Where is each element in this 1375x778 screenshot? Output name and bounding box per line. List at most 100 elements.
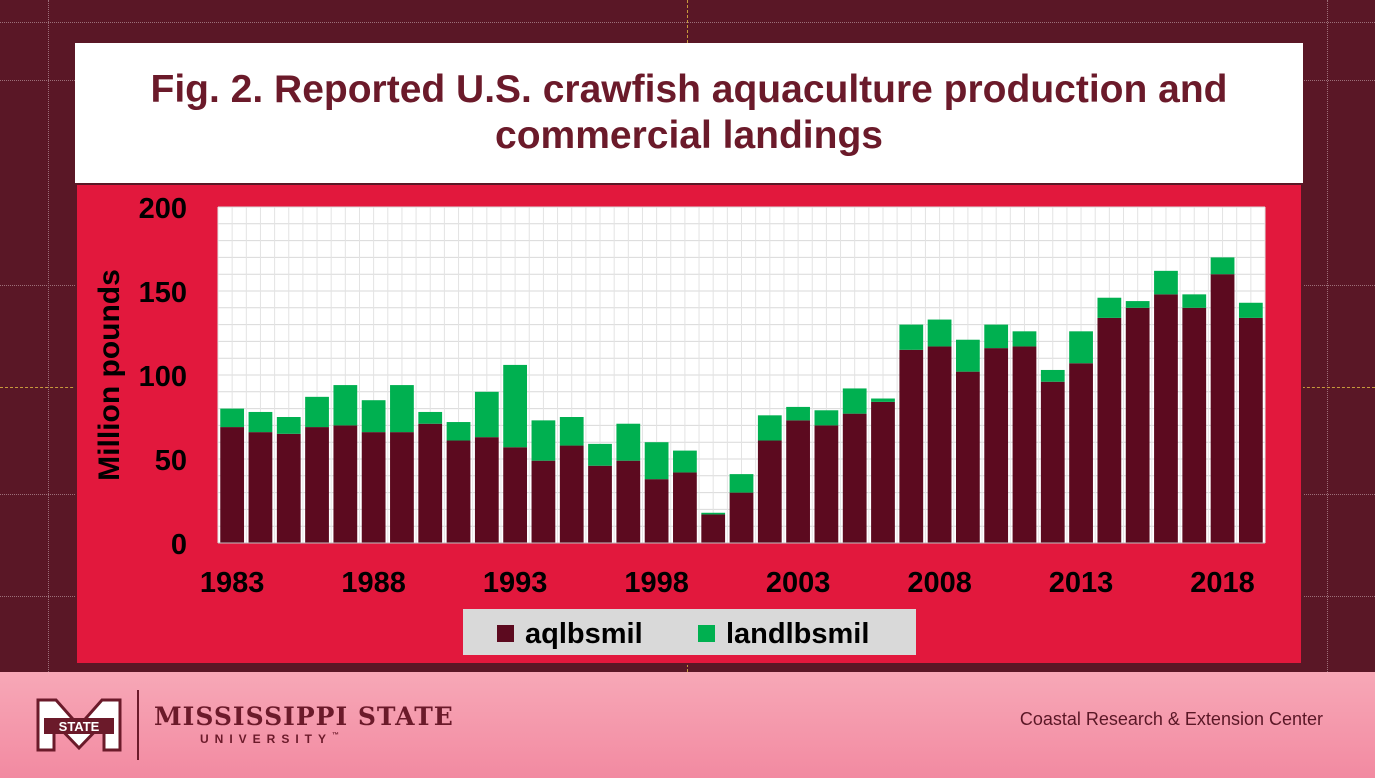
x-tick-label: 1993 bbox=[483, 567, 548, 599]
legend-label: aqlbsmil bbox=[525, 618, 643, 650]
bar-aqlbsmil bbox=[333, 425, 358, 543]
bar-landlbsmil bbox=[361, 400, 386, 433]
chart-panel: 0 50 100 150 200 1983 1988 1993 1998 2003 2008 2013… bbox=[75, 183, 1303, 665]
bar-aqlbsmil bbox=[446, 440, 471, 543]
bar-aqlbsmil bbox=[418, 423, 443, 543]
bar-aqlbsmil bbox=[1125, 307, 1150, 543]
chart-title: Fig. 2. Reported U.S. crawfish aquacultu… bbox=[150, 68, 1228, 157]
logo-text: STATE bbox=[59, 719, 100, 734]
bar-aqlbsmil bbox=[984, 348, 1009, 543]
title-box: Fig. 2. Reported U.S. crawfish aquacultu… bbox=[75, 43, 1303, 183]
bar-aqlbsmil bbox=[1210, 274, 1235, 543]
footer: STATE MISSISSIPPI STATE UNIVERSITY™ Coas… bbox=[0, 672, 1375, 778]
bar-aqlbsmil bbox=[1012, 346, 1037, 543]
bar-landlbsmil bbox=[814, 410, 839, 426]
bar-aqlbsmil bbox=[955, 371, 980, 543]
bar-landlbsmil bbox=[1154, 270, 1178, 295]
bar-aqlbsmil bbox=[701, 514, 726, 543]
bar-landlbsmil bbox=[786, 406, 810, 421]
bar-aqlbsmil bbox=[220, 427, 245, 543]
bar-landlbsmil bbox=[474, 391, 499, 438]
bar-landlbsmil bbox=[1012, 331, 1037, 347]
msu-logo: STATE bbox=[34, 696, 124, 754]
bar-landlbsmil bbox=[390, 385, 414, 433]
bar-aqlbsmil bbox=[1069, 363, 1093, 543]
university-name: MISSISSIPPI STATE bbox=[154, 702, 454, 731]
bar-aqlbsmil bbox=[1154, 294, 1178, 543]
bar-landlbsmil bbox=[1097, 297, 1122, 318]
x-tick-label: 2018 bbox=[1190, 567, 1255, 599]
bar-landlbsmil bbox=[955, 339, 980, 372]
x-tick-label: 1983 bbox=[200, 567, 265, 599]
bar-landlbsmil bbox=[701, 512, 726, 515]
bar-aqlbsmil bbox=[814, 425, 839, 543]
bar-aqlbsmil bbox=[1238, 317, 1263, 543]
bar-landlbsmil bbox=[1238, 302, 1263, 318]
x-tick-label: 2008 bbox=[907, 567, 972, 599]
legend-swatch bbox=[698, 625, 715, 642]
legend-label: landlbsmil bbox=[726, 618, 869, 650]
y-tick-label: 200 bbox=[139, 193, 187, 225]
bar-aqlbsmil bbox=[503, 447, 528, 543]
bar-aqlbsmil bbox=[842, 413, 867, 543]
bar-aqlbsmil bbox=[729, 492, 754, 543]
bar-landlbsmil bbox=[1040, 369, 1065, 382]
bar-aqlbsmil bbox=[927, 346, 952, 543]
bar-landlbsmil bbox=[899, 324, 924, 350]
bar-landlbsmil bbox=[220, 408, 245, 428]
bar-aqlbsmil bbox=[1182, 307, 1207, 543]
x-tick-label: 1988 bbox=[341, 567, 406, 599]
y-tick-label: 150 bbox=[139, 277, 187, 309]
bar-aqlbsmil bbox=[559, 445, 584, 543]
bar-aqlbsmil bbox=[871, 401, 895, 543]
legend-box bbox=[463, 609, 916, 655]
bar-landlbsmil bbox=[588, 443, 612, 466]
guide-line bbox=[48, 0, 49, 672]
bar-aqlbsmil bbox=[673, 472, 697, 543]
legend-swatch bbox=[497, 625, 514, 642]
x-tick-label: 2013 bbox=[1049, 567, 1114, 599]
bar-aqlbsmil bbox=[1097, 317, 1122, 543]
bar-landlbsmil bbox=[842, 388, 867, 414]
bar-aqlbsmil bbox=[390, 432, 414, 543]
y-tick-label: 100 bbox=[139, 361, 187, 393]
bar-landlbsmil bbox=[531, 420, 556, 461]
bar-aqlbsmil bbox=[305, 427, 329, 543]
bar-landlbsmil bbox=[333, 385, 358, 426]
university-subtitle: UNIVERSITY™ bbox=[200, 732, 339, 746]
divider bbox=[137, 690, 139, 760]
trademark: ™ bbox=[332, 732, 340, 739]
bar-aqlbsmil bbox=[899, 349, 924, 543]
bar-landlbsmil bbox=[1210, 257, 1235, 275]
bar-aqlbsmil bbox=[616, 460, 641, 543]
bar-landlbsmil bbox=[757, 415, 782, 441]
bar-landlbsmil bbox=[871, 398, 895, 402]
bar-aqlbsmil bbox=[276, 433, 301, 543]
bar-aqlbsmil bbox=[361, 432, 386, 543]
bar-aqlbsmil bbox=[248, 432, 273, 543]
center-name: Coastal Research & Extension Center bbox=[1019, 709, 1323, 729]
bar-landlbsmil bbox=[927, 319, 952, 347]
y-tick-label: 50 bbox=[155, 445, 187, 477]
bar-aqlbsmil bbox=[757, 440, 782, 543]
x-tick-label: 1998 bbox=[624, 567, 689, 599]
bar-aqlbsmil bbox=[644, 479, 669, 543]
bar-aqlbsmil bbox=[474, 437, 499, 543]
bar-landlbsmil bbox=[559, 417, 584, 446]
guide-line bbox=[1327, 0, 1328, 672]
bar-landlbsmil bbox=[673, 450, 697, 473]
bar-landlbsmil bbox=[248, 411, 273, 433]
bar-landlbsmil bbox=[1182, 294, 1207, 308]
x-tick-label: 2003 bbox=[766, 567, 831, 599]
bar-landlbsmil bbox=[446, 422, 471, 441]
bar-landlbsmil bbox=[305, 396, 329, 428]
y-tick-label: 0 bbox=[171, 529, 187, 561]
bar-landlbsmil bbox=[1125, 301, 1150, 308]
bar-aqlbsmil bbox=[531, 460, 556, 543]
y-axis-label: Million pounds bbox=[93, 269, 126, 481]
university-subtitle-text: UNIVERSITY bbox=[200, 732, 333, 746]
bar-landlbsmil bbox=[276, 417, 301, 434]
bar-landlbsmil bbox=[616, 423, 641, 461]
bar-landlbsmil bbox=[1069, 331, 1093, 364]
bar-landlbsmil bbox=[984, 324, 1009, 349]
